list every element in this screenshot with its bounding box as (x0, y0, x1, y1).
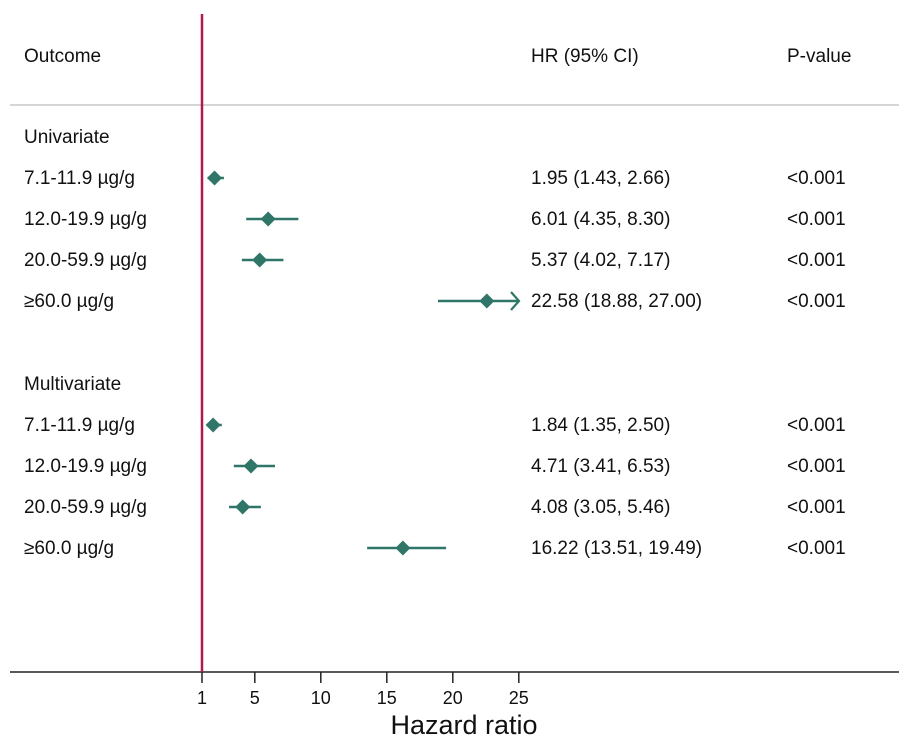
hr-point (243, 458, 259, 474)
p-value: <0.001 (787, 497, 846, 518)
x-tick-label: 25 (509, 688, 529, 708)
row-label: 12.0-19.9 µg/g (24, 209, 147, 230)
hr-point (205, 417, 221, 433)
x-tick-label: 20 (443, 688, 463, 708)
p-value: <0.001 (787, 209, 846, 230)
row-label: 7.1-11.9 µg/g (24, 415, 135, 436)
hr-point (207, 170, 223, 186)
x-tick-label: 10 (311, 688, 331, 708)
hr-value: 16.22 (13.51, 19.49) (531, 538, 702, 559)
x-tick-label: 5 (250, 688, 260, 708)
hr-value: 22.58 (18.88, 27.00) (531, 291, 702, 312)
row-label: ≥60.0 µg/g (24, 538, 114, 559)
p-value: <0.001 (787, 538, 846, 559)
x-axis-label: Hazard ratio (390, 710, 537, 738)
outcome-header: Outcome (24, 46, 101, 67)
hr-header: HR (95% CI) (531, 46, 639, 67)
x-tick-label: 1 (197, 688, 207, 708)
hr-value: 4.08 (3.05, 5.46) (531, 497, 670, 518)
p-value: <0.001 (787, 291, 846, 312)
hr-value: 6.01 (4.35, 8.30) (531, 209, 670, 230)
p-value: <0.001 (787, 456, 846, 477)
pvalue-header: P-value (787, 46, 851, 67)
p-value: <0.001 (787, 168, 846, 189)
p-value: <0.001 (787, 250, 846, 271)
hr-value: 4.71 (3.41, 6.53) (531, 456, 670, 477)
group-label: Univariate (24, 127, 110, 148)
row-label: 20.0-59.9 µg/g (24, 250, 147, 271)
hr-value: 1.84 (1.35, 2.50) (531, 415, 670, 436)
row-label: 20.0-59.9 µg/g (24, 497, 147, 518)
hr-point (479, 293, 495, 309)
row-label: 12.0-19.9 µg/g (24, 456, 147, 477)
row-label: 7.1-11.9 µg/g (24, 168, 135, 189)
ci-arrow (510, 291, 521, 311)
group-label: Multivariate (24, 374, 121, 395)
hr-point (252, 252, 268, 268)
p-value: <0.001 (787, 415, 846, 436)
hr-point (260, 211, 276, 227)
hr-point (235, 499, 251, 515)
row-label: ≥60.0 µg/g (24, 291, 114, 312)
hr-value: 5.37 (4.02, 7.17) (531, 250, 670, 271)
hr-value: 1.95 (1.43, 2.66) (531, 168, 670, 189)
hr-point (395, 540, 411, 556)
x-tick-label: 15 (377, 688, 397, 708)
